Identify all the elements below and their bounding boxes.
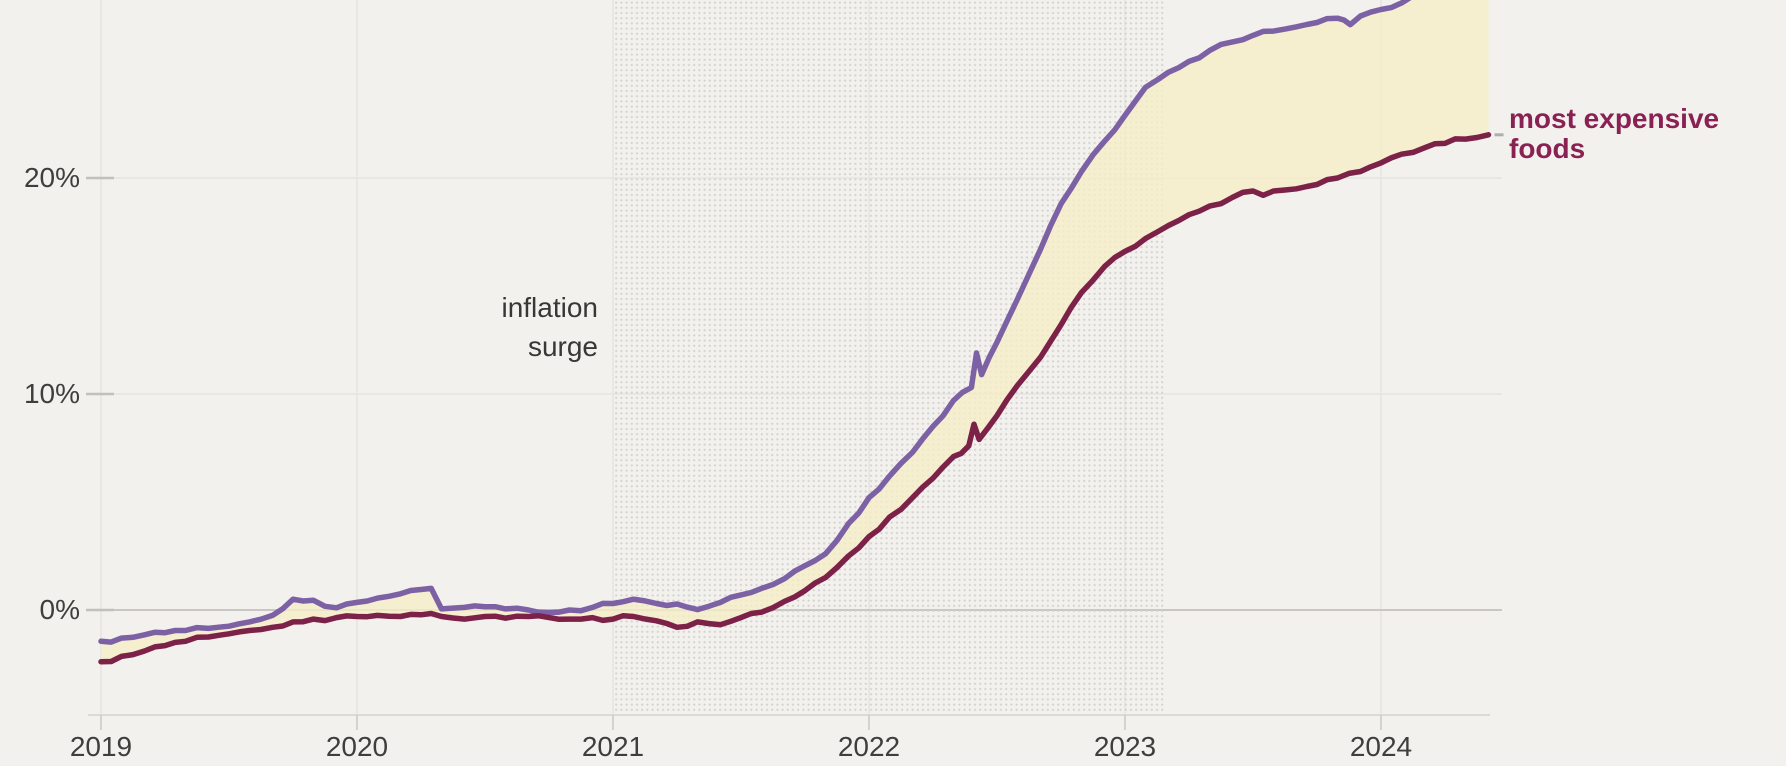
series-line-most-expensive-foods [98, 132, 1492, 665]
annotation-line-2: surge [527, 331, 598, 362]
x-tick-label-2024: 2024 [1349, 731, 1413, 762]
x-tick-label-2019: 2019 [69, 731, 133, 762]
x-tick-label-2022: 2022 [837, 731, 901, 762]
series-label-most-expensive-foods: most expensive foods [1509, 104, 1779, 164]
series-line-unlabeled-purple [98, 0, 1412, 645]
series-label-line-1: most expensive [1509, 103, 1720, 134]
x-tick-label-2021: 2021 [581, 731, 645, 762]
series-label-line-2: foods [1509, 133, 1586, 164]
annotation-line-1: inflation [501, 292, 598, 323]
x-tick-label-2023: 2023 [1093, 731, 1157, 762]
y-tick-label-10: 10% [23, 378, 80, 409]
inflation-surge-annotation: inflation surge [358, 288, 598, 366]
x-tick-label-2020: 2020 [325, 731, 389, 762]
y-tick-label-20: 20% [23, 162, 80, 193]
y-tick-label-0: 0% [39, 594, 80, 625]
fill-between-series [101, 0, 1489, 662]
surge-band-dot-region [613, 0, 1164, 713]
